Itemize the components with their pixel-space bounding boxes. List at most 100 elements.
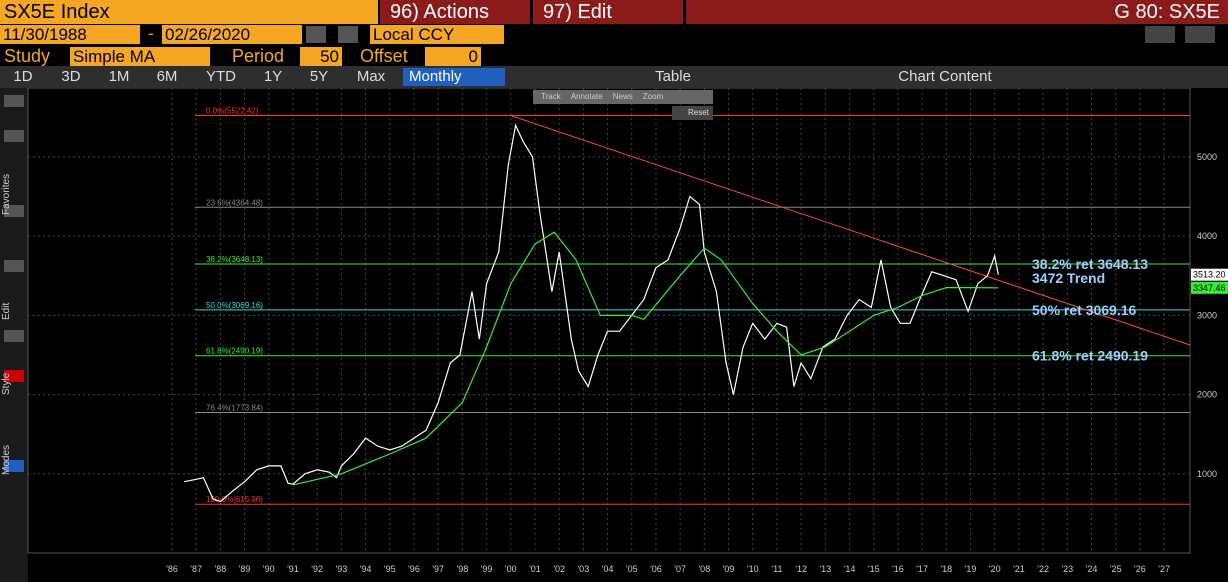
- series-line: [183, 123, 999, 503]
- tool-icon[interactable]: [4, 95, 24, 107]
- offset-value[interactable]: 0: [425, 47, 481, 66]
- next-button[interactable]: [338, 26, 358, 43]
- y-tick-label: 3000: [1197, 310, 1217, 320]
- x-tick-label: '27: [1158, 564, 1170, 574]
- mode-icon[interactable]: [4, 460, 24, 472]
- x-tick-label: '97: [432, 564, 444, 574]
- x-tick-label: '19: [965, 564, 977, 574]
- x-tick-label: '10: [747, 564, 759, 574]
- x-tick-label: '92: [311, 564, 323, 574]
- x-tick-label: '22: [1037, 564, 1049, 574]
- x-tick-label: '88: [215, 564, 227, 574]
- x-tick-label: '26: [1134, 564, 1146, 574]
- x-tick-label: '02: [553, 564, 565, 574]
- annotation: 38.2% ret 3648.13: [1032, 256, 1148, 272]
- x-tick-label: '25: [1110, 564, 1122, 574]
- x-tick-label: '14: [844, 564, 856, 574]
- table-button[interactable]: Table: [655, 68, 691, 85]
- tool-icon[interactable]: [4, 130, 24, 142]
- range-button[interactable]: 3D: [61, 68, 81, 85]
- fib-label: 0.0%(5522.42): [206, 107, 259, 116]
- prev-button[interactable]: [306, 26, 326, 43]
- x-tick-label: '23: [1061, 564, 1073, 574]
- redo[interactable]: [1185, 26, 1215, 43]
- range-button[interactable]: 1D: [13, 68, 33, 85]
- x-tick-label: '07: [674, 564, 686, 574]
- fib-label: 100.0%(615.90): [206, 495, 263, 504]
- actions-menu[interactable]: 96) Actions: [380, 0, 530, 24]
- x-tick-label: '93: [336, 564, 348, 574]
- period-label: Period: [232, 46, 285, 66]
- x-tick-label: '24: [1086, 564, 1098, 574]
- x-tick-label: '89: [239, 564, 251, 574]
- end-date[interactable]: 02/26/2020: [162, 25, 302, 44]
- tool-icon[interactable]: [4, 260, 24, 272]
- date-separator: -: [148, 24, 154, 43]
- trend-line: [510, 115, 1191, 346]
- study-label: Study: [4, 46, 51, 66]
- range-button[interactable]: 1Y: [263, 68, 283, 85]
- undo[interactable]: [1145, 26, 1175, 43]
- edit-menu[interactable]: 97) Edit: [533, 0, 683, 24]
- x-tick-label: '21: [1013, 564, 1025, 574]
- x-tick-label: '90: [263, 564, 275, 574]
- plot-area: [27, 88, 1191, 554]
- x-tick-label: '17: [916, 564, 928, 574]
- mini-tool[interactable]: Annotate: [570, 92, 603, 101]
- tool-icon[interactable]: [4, 330, 24, 342]
- x-tick-label: '91: [287, 564, 299, 574]
- x-tick-label: '09: [723, 564, 735, 574]
- x-tick-label: '13: [819, 564, 831, 574]
- price-tag-label: 3513.20: [1193, 270, 1226, 280]
- fib-label: 50.0%(3069.16): [206, 301, 263, 310]
- price-tag-label: 3347.46: [1193, 283, 1226, 293]
- y-tick-label: 1000: [1197, 469, 1217, 479]
- x-tick-label: '03: [577, 564, 589, 574]
- range-button[interactable]: 1M: [108, 68, 130, 85]
- x-tick-label: '20: [989, 564, 1001, 574]
- currency[interactable]: Local CCY: [370, 25, 504, 44]
- mini-tool[interactable]: Zoom: [642, 92, 664, 101]
- x-tick-label: '95: [384, 564, 396, 574]
- period-value[interactable]: 50: [300, 47, 342, 66]
- annotation: 50% ret 3069.16: [1032, 302, 1137, 318]
- x-tick-label: '16: [892, 564, 904, 574]
- x-tick-label: '12: [795, 564, 807, 574]
- range-button[interactable]: 6M: [156, 68, 178, 85]
- mini-toolbar: Track Annotate News Zoom: [533, 90, 713, 104]
- mini-tool[interactable]: Track: [541, 92, 561, 101]
- x-tick-label: '87: [190, 564, 202, 574]
- annotation: 61.8% ret 2490.19: [1032, 348, 1148, 364]
- range-button[interactable]: 5Y: [309, 68, 329, 85]
- chart: '86 '87 '88 '89 '90 '91 '92 '93 '94 '95 '96 '97 '98 '…: [27, 88, 1228, 574]
- x-tick-label: '04: [602, 564, 614, 574]
- price-tag: [1191, 268, 1228, 281]
- x-tick-label: '94: [360, 564, 372, 574]
- x-tick-label: '01: [529, 564, 541, 574]
- fib-label: 61.8%(2490.19): [206, 347, 263, 356]
- annotation: 3472 Trend: [1032, 270, 1105, 286]
- color-icon[interactable]: [4, 370, 24, 382]
- mini-tool[interactable]: News: [612, 92, 633, 101]
- series-line: [292, 231, 999, 486]
- x-tick-label: '86: [166, 564, 178, 574]
- study-value[interactable]: Simple MA: [70, 47, 210, 66]
- tool-icon[interactable]: [4, 205, 24, 217]
- x-tick-label: '06: [650, 564, 662, 574]
- interval-button[interactable]: Monthly: [403, 68, 505, 86]
- fib-label: 38.2%(3648.13): [206, 255, 263, 264]
- range-button[interactable]: Max: [356, 68, 386, 85]
- x-tick-label: '00: [505, 564, 517, 574]
- x-tick-label: '99: [481, 564, 493, 574]
- x-tick-label: '08: [698, 564, 710, 574]
- chart-content-button[interactable]: Chart Content: [898, 68, 992, 85]
- range-button[interactable]: YTD: [206, 68, 236, 85]
- fib-label: 76.4%(1773.84): [206, 403, 263, 412]
- x-tick-label: '15: [868, 564, 880, 574]
- reset-button[interactable]: Reset: [672, 106, 713, 120]
- start-date[interactable]: 11/30/1988: [0, 25, 140, 44]
- x-tick-label: '98: [456, 564, 468, 574]
- range-bar: [0, 66, 1228, 88]
- y-tick-label: 4000: [1197, 231, 1217, 241]
